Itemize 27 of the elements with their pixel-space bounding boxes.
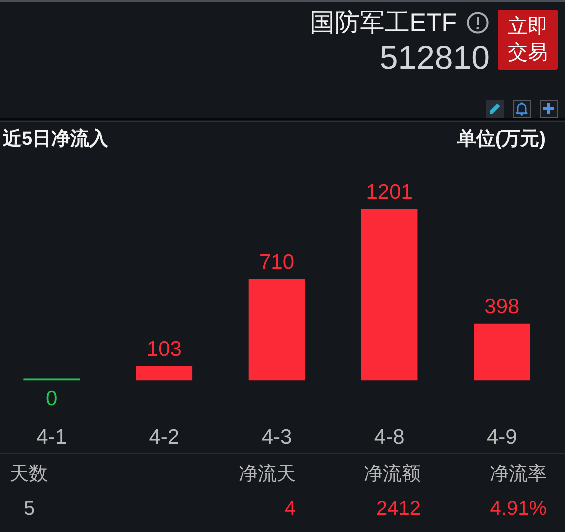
- x-tick-label: 4-8: [374, 426, 405, 450]
- text: 512810: [380, 38, 490, 78]
- text: 4.91%: [490, 497, 547, 522]
- x-tick-label: 4-1: [36, 426, 68, 450]
- data-label: 1201: [366, 180, 413, 204]
- x-tick-label: 4-2: [149, 426, 180, 450]
- text: 净流率: [490, 463, 547, 487]
- bar: [474, 324, 530, 381]
- text: 天数: [10, 463, 48, 487]
- data-label: 710: [259, 251, 295, 274]
- data-label: 0: [46, 388, 58, 411]
- text: 5: [24, 497, 36, 522]
- text: 4: [284, 497, 296, 522]
- bar: [136, 366, 193, 381]
- text: 2412: [376, 497, 421, 522]
- text: 净流额: [364, 463, 421, 487]
- text: 立即交易: [508, 15, 548, 66]
- x-tick-label: 4-3: [262, 426, 292, 450]
- data-label: 103: [146, 338, 182, 361]
- text: 国防军工ETF: [310, 8, 457, 38]
- chart-title: 近5日净流入: [3, 128, 109, 152]
- bar: [248, 279, 306, 381]
- y-axis-title: 单位(万元): [457, 128, 546, 152]
- data-label: 398: [484, 296, 520, 319]
- bar: [361, 209, 418, 381]
- text: 净流天: [239, 463, 296, 487]
- x-tick-label: 4-9: [486, 426, 518, 450]
